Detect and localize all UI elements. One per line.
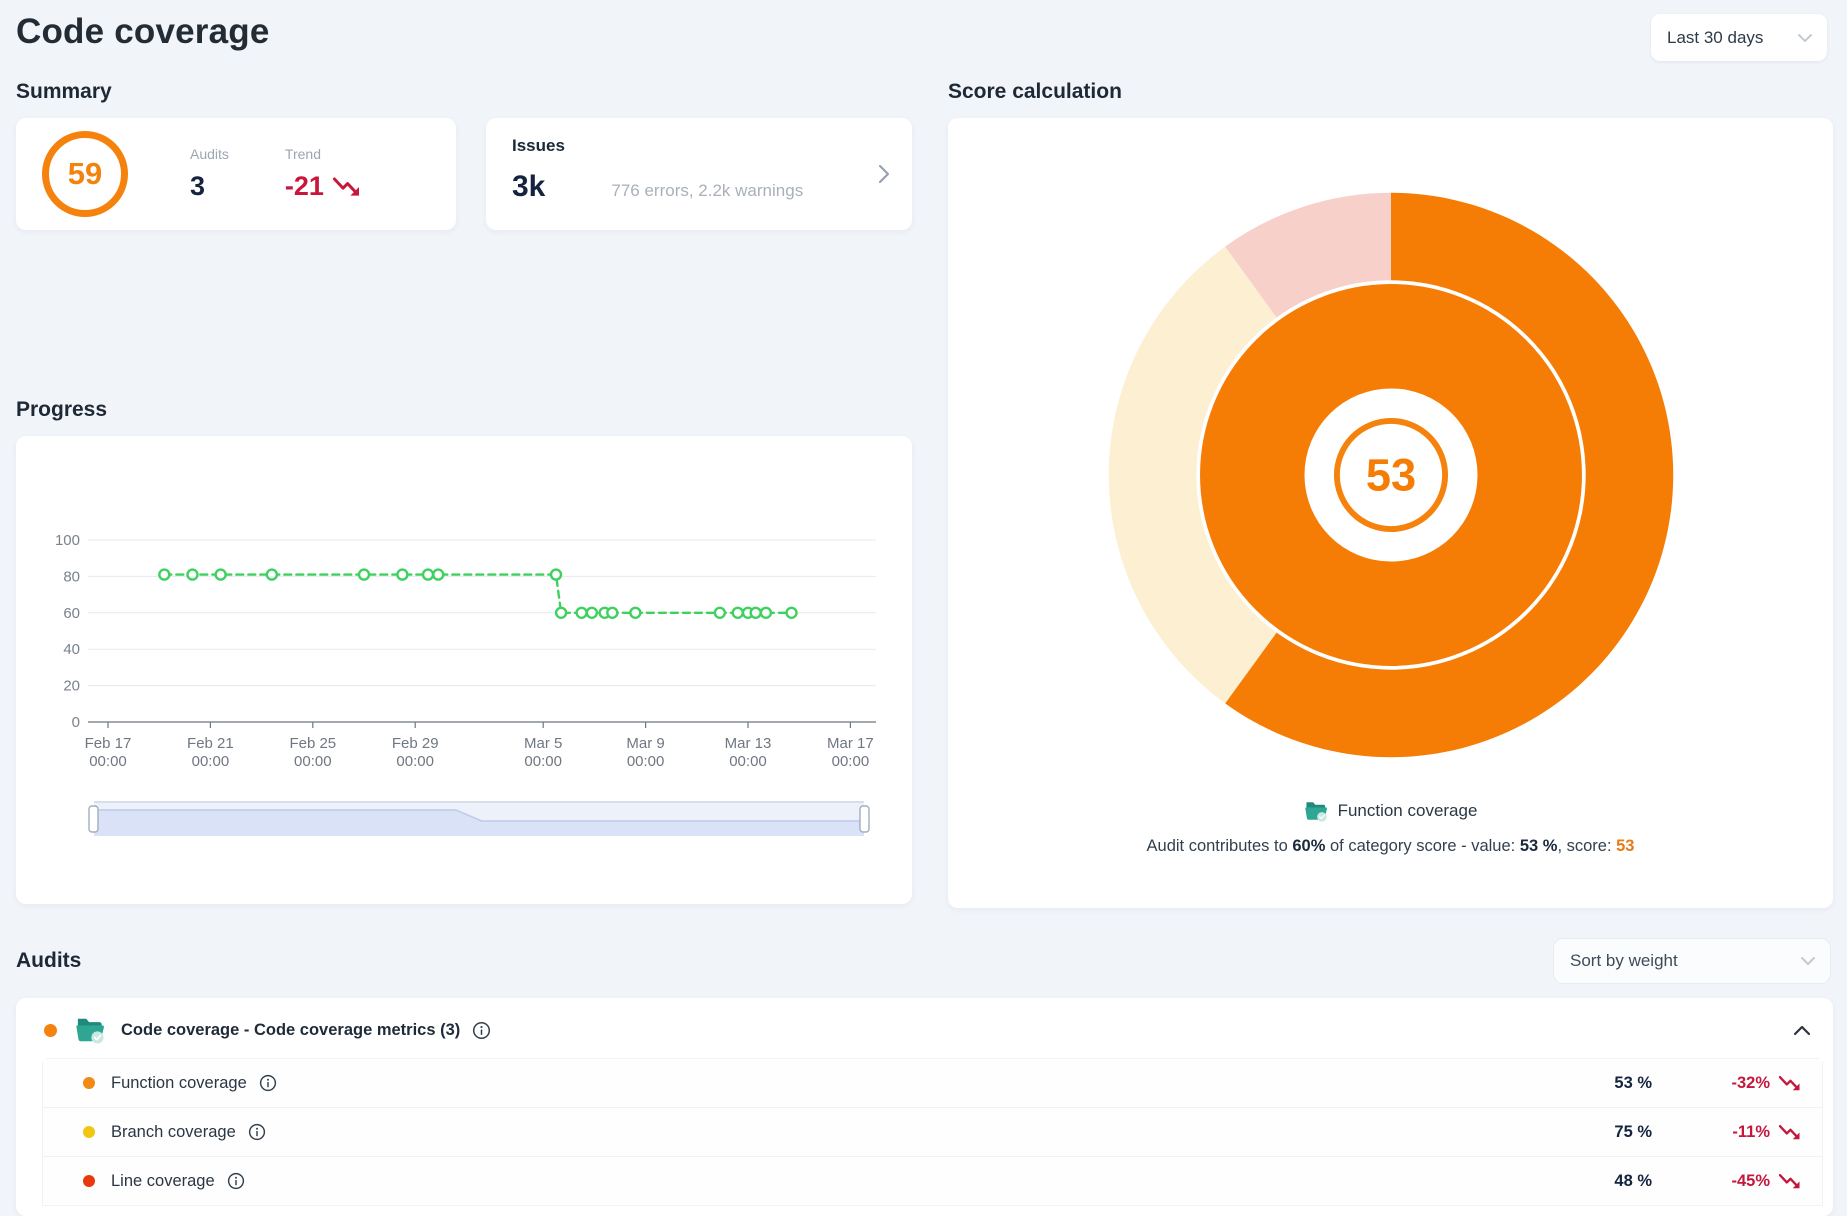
audit-value: 53 % bbox=[1614, 1073, 1652, 1092]
score-calculation-heading: Score calculation bbox=[948, 80, 1122, 103]
period-select[interactable]: Last 30 days bbox=[1651, 14, 1827, 61]
chevron-right-icon bbox=[878, 164, 890, 184]
group-status-dot bbox=[44, 1023, 57, 1037]
annotation-value: 53 % bbox=[1519, 837, 1558, 855]
trend-label: Trend bbox=[284, 146, 321, 162]
svg-text:60: 60 bbox=[63, 605, 80, 622]
page-title: Code coverage bbox=[16, 12, 270, 51]
code-coverage-folder-icon bbox=[75, 1016, 105, 1044]
audits-list-card: Code coverage - Code coverage metrics (3… bbox=[16, 998, 1833, 1216]
info-icon[interactable] bbox=[259, 1074, 277, 1092]
score-calculation-card: 53 Function coverage Audit contributes t… bbox=[948, 118, 1833, 908]
top-bar: Code coverage Last 30 days bbox=[16, 10, 1833, 66]
svg-text:Mar 500:00: Mar 5 00:00 bbox=[524, 735, 562, 770]
svg-text:20: 20 bbox=[63, 678, 80, 695]
chevron-down-icon bbox=[1801, 957, 1815, 965]
trend-down-icon bbox=[1778, 1172, 1802, 1191]
issues-card[interactable]: Issues 3k 776 errors, 2.2k warnings bbox=[486, 118, 912, 230]
audit-status-dot bbox=[83, 1077, 95, 1089]
sort-select-value: Sort by weight bbox=[1570, 951, 1678, 970]
audit-group-header[interactable]: Code coverage - Code coverage metrics (3… bbox=[16, 1002, 1833, 1058]
collapse-chevron-up-icon[interactable] bbox=[1793, 1025, 1811, 1036]
summary-card: 59 Audits 3 Trend -21 bbox=[16, 118, 456, 230]
info-icon[interactable] bbox=[472, 1021, 491, 1040]
audit-row-line-coverage[interactable]: Line coverage 48 % -45% bbox=[43, 1157, 1822, 1206]
score-gauge: 59 bbox=[42, 131, 128, 217]
score-donut-chart: 53 bbox=[1108, 192, 1673, 758]
audits-heading: Audits bbox=[16, 949, 82, 972]
issues-count: 3k bbox=[512, 170, 546, 203]
audit-trend: -45% bbox=[1731, 1171, 1770, 1190]
svg-text:Mar 900:00: Mar 9 00:00 bbox=[626, 735, 664, 770]
progress-chart-card: 0 20 40 60 80 100 Feb 17 00:00 Feb 21 00:00 Feb 25… bbox=[16, 436, 912, 904]
annotation-weight: 60% bbox=[1292, 837, 1326, 855]
audit-group-title: Code coverage - Code coverage metrics (3… bbox=[121, 1020, 461, 1039]
sort-select[interactable]: Sort by weight bbox=[1553, 938, 1831, 984]
audit-label: Branch coverage bbox=[111, 1122, 236, 1141]
audit-value: 75 % bbox=[1614, 1122, 1652, 1141]
trend-value: -21 bbox=[284, 171, 324, 201]
audit-status-dot bbox=[83, 1126, 95, 1138]
audit-label: Function coverage bbox=[111, 1073, 247, 1092]
progress-line-chart: 0 20 40 60 80 100 Feb 17 00:00 Feb 21 00:00 Feb 25… bbox=[55, 532, 876, 770]
period-select-value: Last 30 days bbox=[1667, 27, 1764, 47]
summary-heading: Summary bbox=[16, 80, 112, 103]
svg-text:53: 53 bbox=[1365, 450, 1415, 501]
annotation-score: 53 bbox=[1616, 837, 1635, 855]
audit-trend: -11% bbox=[1732, 1122, 1770, 1141]
trend-metric: Trend -21 bbox=[285, 146, 362, 202]
donut-annotation: Audit contributes to 60% of category sco… bbox=[1146, 837, 1635, 855]
chart-range-slider[interactable] bbox=[86, 795, 900, 848]
trend-down-icon bbox=[332, 177, 359, 196]
trend-down-icon bbox=[1778, 1074, 1802, 1093]
audit-value: 48 % bbox=[1614, 1171, 1652, 1190]
svg-text:0: 0 bbox=[72, 714, 80, 731]
donut-legend: Function coverage bbox=[948, 800, 1833, 822]
donut-legend-label: Function coverage bbox=[1337, 801, 1478, 820]
info-icon[interactable] bbox=[227, 1172, 245, 1190]
audits-metric: Audits 3 bbox=[190, 146, 229, 202]
svg-text:40: 40 bbox=[63, 641, 80, 658]
trend-down-icon bbox=[1778, 1123, 1802, 1142]
code-coverage-folder-icon bbox=[1304, 802, 1327, 822]
chevron-down-icon bbox=[1798, 33, 1812, 42]
audit-rows: Function coverage 53 % -32% Branch cover… bbox=[42, 1058, 1823, 1206]
audits-label: Audits bbox=[190, 146, 229, 162]
audit-label: Line coverage bbox=[111, 1171, 215, 1190]
audit-row-branch-coverage[interactable]: Branch coverage 75 % -11% bbox=[43, 1108, 1822, 1157]
score-value: 59 bbox=[67, 156, 103, 191]
audit-trend: -32% bbox=[1731, 1073, 1770, 1092]
svg-text:100: 100 bbox=[55, 532, 80, 549]
audits-value: 3 bbox=[190, 171, 206, 201]
issues-title: Issues bbox=[512, 136, 565, 155]
issues-detail: 776 errors, 2.2k warnings bbox=[611, 181, 804, 200]
audit-row-function-coverage[interactable]: Function coverage 53 % -32% bbox=[43, 1059, 1822, 1108]
progress-heading: Progress bbox=[16, 398, 108, 421]
audit-status-dot bbox=[83, 1175, 95, 1187]
svg-text:80: 80 bbox=[63, 568, 80, 585]
info-icon[interactable] bbox=[248, 1123, 266, 1141]
